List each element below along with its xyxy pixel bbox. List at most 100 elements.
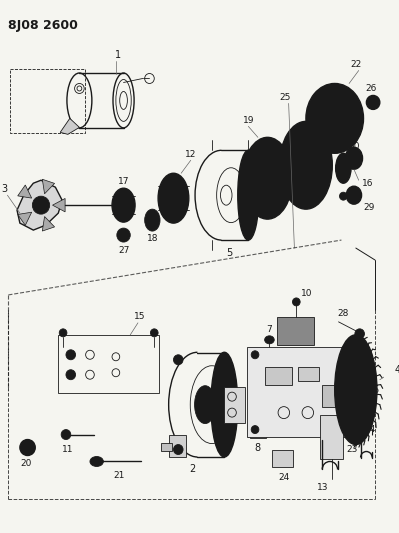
Text: 4: 4 — [394, 365, 399, 375]
Ellipse shape — [251, 351, 259, 359]
Ellipse shape — [174, 445, 183, 455]
Polygon shape — [53, 198, 65, 212]
Bar — [247, 347, 358, 437]
Ellipse shape — [248, 147, 287, 210]
Ellipse shape — [200, 394, 211, 415]
Text: 17: 17 — [118, 177, 129, 185]
Polygon shape — [17, 180, 62, 230]
Polygon shape — [18, 212, 32, 225]
Ellipse shape — [145, 209, 160, 231]
Ellipse shape — [366, 95, 380, 109]
Bar — [10, 69, 85, 133]
Bar — [161, 442, 172, 450]
Ellipse shape — [150, 329, 158, 337]
Ellipse shape — [170, 192, 177, 204]
Text: 3: 3 — [2, 184, 8, 194]
Text: 5: 5 — [226, 248, 232, 258]
Text: 7: 7 — [267, 325, 272, 334]
Ellipse shape — [238, 150, 259, 240]
Text: 13: 13 — [316, 483, 328, 492]
Bar — [322, 385, 340, 407]
Ellipse shape — [346, 186, 361, 204]
Text: 26: 26 — [365, 84, 377, 93]
Text: 15: 15 — [134, 312, 146, 321]
Ellipse shape — [37, 201, 45, 209]
Ellipse shape — [340, 192, 347, 200]
Text: 22: 22 — [350, 60, 361, 69]
Bar — [58, 335, 159, 393]
Text: 30: 30 — [348, 142, 359, 151]
Text: 24: 24 — [278, 473, 289, 482]
Ellipse shape — [280, 122, 332, 209]
Bar — [265, 367, 292, 385]
Bar — [250, 425, 266, 438]
Ellipse shape — [195, 386, 216, 424]
Ellipse shape — [299, 154, 313, 176]
Text: 23: 23 — [346, 445, 358, 454]
Ellipse shape — [117, 228, 130, 242]
Text: 21: 21 — [113, 471, 124, 480]
Text: 19: 19 — [243, 116, 254, 125]
Text: 12: 12 — [185, 150, 196, 159]
Ellipse shape — [174, 355, 183, 365]
Text: 16: 16 — [361, 179, 373, 188]
Polygon shape — [42, 216, 55, 231]
Text: 20: 20 — [20, 459, 32, 468]
Ellipse shape — [351, 191, 357, 199]
Bar — [224, 386, 245, 423]
Ellipse shape — [306, 84, 363, 154]
Text: 27: 27 — [118, 246, 129, 255]
Text: 2: 2 — [190, 464, 196, 474]
Text: 14: 14 — [365, 425, 377, 434]
Ellipse shape — [66, 350, 75, 360]
Ellipse shape — [158, 173, 189, 223]
Ellipse shape — [112, 188, 135, 222]
Text: 6: 6 — [372, 385, 378, 394]
Ellipse shape — [292, 298, 300, 306]
Bar — [169, 434, 186, 456]
Polygon shape — [60, 118, 79, 134]
Ellipse shape — [340, 161, 347, 175]
Ellipse shape — [330, 112, 340, 124]
Ellipse shape — [120, 232, 126, 238]
Ellipse shape — [286, 131, 326, 199]
Ellipse shape — [347, 425, 355, 433]
Ellipse shape — [24, 444, 31, 451]
Ellipse shape — [357, 332, 362, 336]
Text: 10: 10 — [301, 289, 312, 298]
Ellipse shape — [211, 352, 238, 457]
Ellipse shape — [32, 196, 49, 214]
Ellipse shape — [265, 336, 274, 344]
Ellipse shape — [370, 99, 377, 106]
Ellipse shape — [347, 351, 355, 359]
Ellipse shape — [149, 215, 156, 225]
Text: 8J08 2600: 8J08 2600 — [8, 19, 78, 31]
Ellipse shape — [251, 425, 259, 433]
Ellipse shape — [20, 440, 35, 456]
Bar — [277, 317, 314, 345]
Ellipse shape — [335, 335, 377, 445]
Polygon shape — [42, 179, 55, 194]
Ellipse shape — [120, 201, 126, 209]
Bar — [298, 367, 319, 381]
Bar — [273, 449, 293, 467]
Ellipse shape — [325, 107, 344, 131]
Ellipse shape — [350, 154, 358, 163]
Bar — [250, 358, 266, 374]
Text: 1: 1 — [115, 50, 121, 60]
Ellipse shape — [61, 430, 71, 440]
Ellipse shape — [90, 456, 103, 466]
Text: 29: 29 — [363, 203, 375, 212]
Ellipse shape — [345, 147, 363, 169]
Text: 8: 8 — [255, 442, 261, 453]
Ellipse shape — [316, 96, 353, 140]
Bar — [320, 415, 344, 459]
Text: 18: 18 — [146, 233, 158, 243]
Text: 25: 25 — [279, 93, 290, 102]
Ellipse shape — [243, 138, 292, 219]
Ellipse shape — [336, 154, 351, 183]
Polygon shape — [18, 185, 32, 198]
Text: 28: 28 — [338, 309, 349, 318]
Ellipse shape — [118, 196, 129, 214]
Ellipse shape — [262, 169, 273, 187]
